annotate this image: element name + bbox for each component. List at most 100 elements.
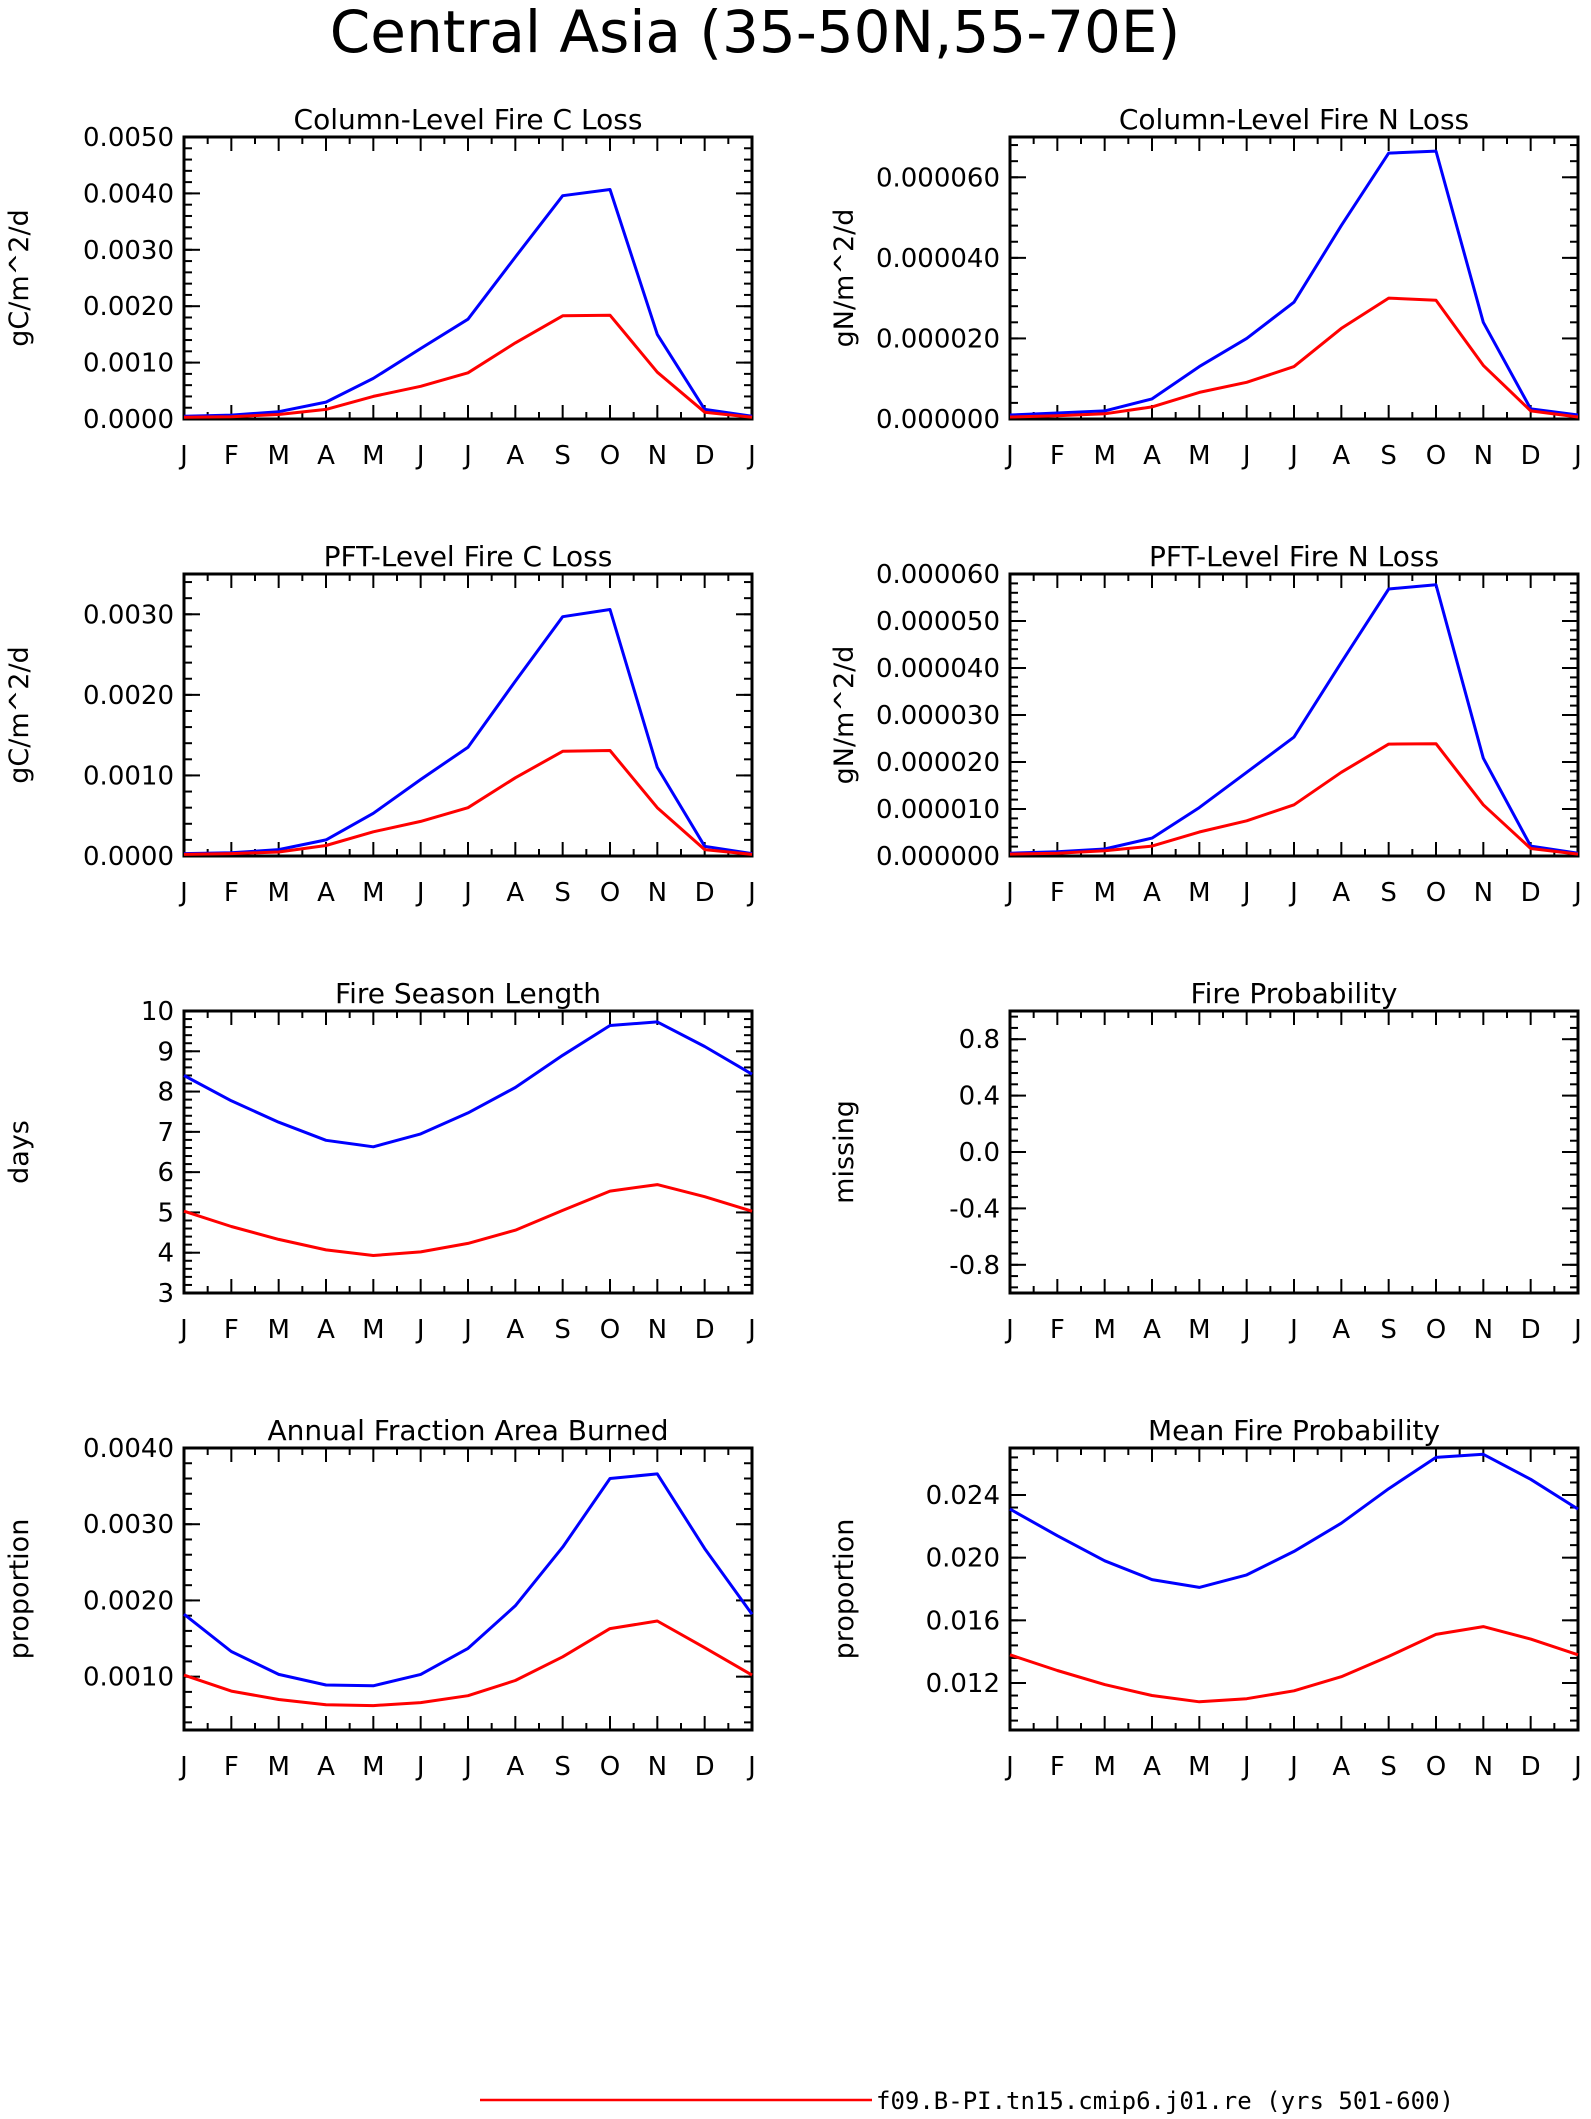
x-tick-label: A <box>1143 441 1161 471</box>
x-tick-label: J <box>415 1752 425 1782</box>
x-tick-label: J <box>1241 441 1251 471</box>
x-tick-label: M <box>362 878 384 908</box>
y-tick-label: 7 <box>157 1118 174 1148</box>
x-tick-label: D <box>1521 1315 1541 1345</box>
x-tick-label: J <box>1288 878 1298 908</box>
x-tick-label: A <box>1143 878 1161 908</box>
x-tick-label: M <box>267 878 289 908</box>
x-tick-label: M <box>1188 441 1210 471</box>
x-tick-label: F <box>224 1315 239 1345</box>
x-tick-label: A <box>317 1752 335 1782</box>
x-tick-label: M <box>362 1752 384 1782</box>
series-line-1 <box>1009 583 1579 855</box>
x-tick-label: J <box>1004 878 1014 908</box>
x-tick-label: F <box>1050 878 1065 908</box>
x-tick-label: M <box>1188 1315 1210 1345</box>
x-tick-label: A <box>1143 1752 1161 1782</box>
x-tick-label: M <box>1093 1315 1115 1345</box>
y-tick-label: 6 <box>157 1158 174 1188</box>
x-tick-label: D <box>695 878 715 908</box>
x-tick-label: J <box>746 878 756 908</box>
y-tick-label: 0.0040 <box>83 1434 174 1464</box>
x-tick-label: F <box>224 1752 239 1782</box>
y-tick-label: -0.4 <box>949 1194 1000 1224</box>
series-line-2 <box>183 313 753 419</box>
series-line-1 <box>1009 1452 1579 1589</box>
y-tick-label: 0.000040 <box>876 244 1000 274</box>
x-tick-label: N <box>648 878 667 908</box>
x-tick-label: N <box>648 1752 667 1782</box>
panel-title: PFT-Level Fire N Loss <box>1149 540 1439 573</box>
y-tick-label: 0.0020 <box>83 1586 174 1616</box>
series-line-2 <box>1009 296 1579 419</box>
y-tick-label: 0.016 <box>926 1606 1000 1636</box>
x-tick-label: J <box>1004 441 1014 471</box>
x-tick-label: S <box>554 878 571 908</box>
x-tick-label: J <box>746 1315 756 1345</box>
x-tick-label: J <box>746 1752 756 1782</box>
y-tick-label: 3 <box>157 1279 174 1309</box>
x-tick-label: A <box>1332 1315 1350 1345</box>
series-line-2 <box>183 1183 753 1257</box>
y-tick-label: 0.4 <box>959 1082 1000 1112</box>
x-tick-label: A <box>317 1315 335 1345</box>
y-axis-label: gN/m^2/d <box>829 209 860 348</box>
y-tick-label: 10 <box>141 997 174 1027</box>
y-tick-label: 0.0010 <box>83 761 174 791</box>
x-tick-label: J <box>178 441 188 471</box>
y-tick-label: 0.0020 <box>83 292 174 322</box>
series-line-2 <box>183 1619 753 1708</box>
x-tick-label: S <box>1380 878 1397 908</box>
y-tick-label: 0.0000 <box>83 842 174 872</box>
x-tick-label: J <box>1241 1752 1251 1782</box>
x-tick-label: M <box>1093 441 1115 471</box>
y-tick-label: 9 <box>157 1037 174 1067</box>
y-axis-label: proportion <box>4 1519 35 1660</box>
x-tick-label: N <box>1474 1315 1493 1345</box>
x-tick-label: J <box>746 441 756 471</box>
x-tick-label: F <box>1050 441 1065 471</box>
x-tick-label: S <box>1380 1752 1397 1782</box>
x-tick-label: O <box>1426 441 1446 471</box>
x-tick-label: O <box>1426 1752 1446 1782</box>
plot-frame <box>182 572 754 858</box>
x-tick-label: F <box>224 441 239 471</box>
panel-title: Annual Fraction Area Burned <box>268 1414 669 1447</box>
y-tick-label: 0.0 <box>959 1138 1000 1168</box>
x-tick-label: F <box>1050 1315 1065 1345</box>
x-tick-label: A <box>1332 878 1350 908</box>
y-tick-label: 0.000030 <box>876 701 1000 731</box>
x-tick-label: M <box>1093 1752 1115 1782</box>
x-tick-label: J <box>415 441 425 471</box>
x-tick-label: O <box>1426 878 1446 908</box>
x-tick-label: D <box>695 441 715 471</box>
x-tick-label: A <box>506 1752 524 1782</box>
x-tick-label: J <box>1241 878 1251 908</box>
x-tick-label: J <box>462 441 472 471</box>
y-axis-label: gN/m^2/d <box>829 646 860 785</box>
y-tick-label: 0.000020 <box>876 324 1000 354</box>
x-tick-label: J <box>1288 1315 1298 1345</box>
x-tick-label: A <box>1332 441 1350 471</box>
x-tick-label: J <box>178 1752 188 1782</box>
x-tick-label: N <box>1474 441 1493 471</box>
x-tick-label: J <box>415 1315 425 1345</box>
x-tick-label: J <box>1572 878 1582 908</box>
y-tick-label: 0.0010 <box>83 349 174 379</box>
x-tick-label: S <box>554 441 571 471</box>
y-tick-label: 0.000000 <box>876 405 1000 435</box>
x-tick-label: M <box>267 1752 289 1782</box>
y-tick-label: 0.024 <box>926 1481 1000 1511</box>
y-tick-label: 0.0040 <box>83 179 174 209</box>
y-tick-label: 0.000000 <box>876 842 1000 872</box>
y-tick-label: 0.012 <box>926 1669 1000 1699</box>
series-line-1 <box>183 1020 753 1149</box>
series-line-1 <box>183 1472 754 1688</box>
x-tick-label: A <box>506 441 524 471</box>
